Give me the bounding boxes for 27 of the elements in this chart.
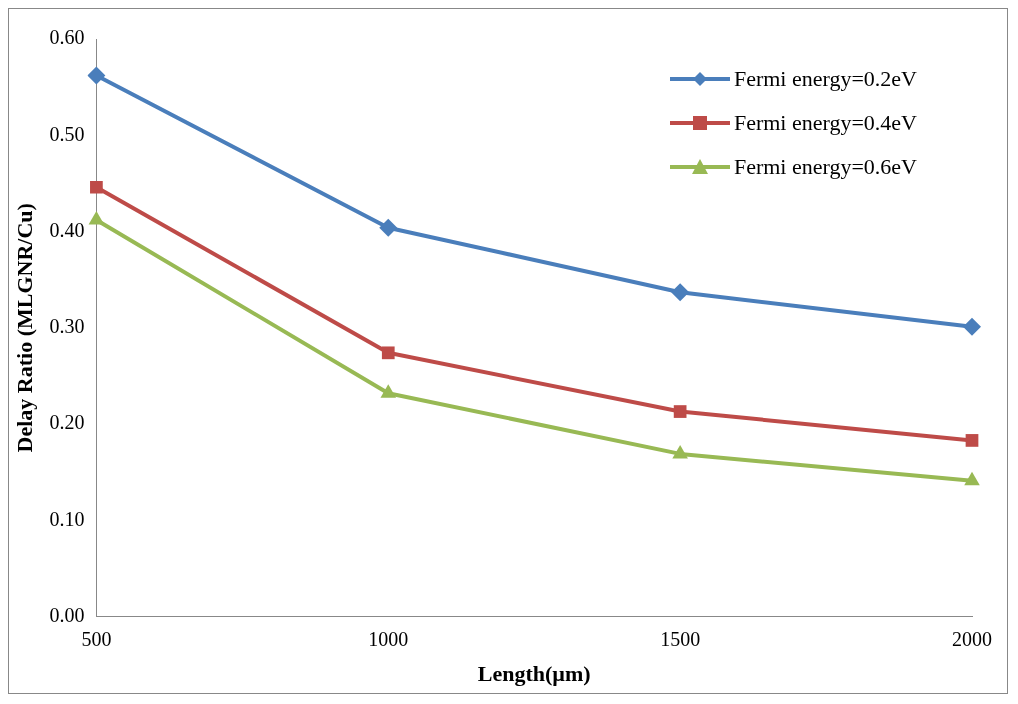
legend-label: Fermi energy=0.2eV	[733, 66, 917, 92]
point	[965, 434, 979, 447]
point	[673, 405, 687, 418]
point	[964, 471, 980, 486]
y-tick-label: 0.40	[49, 218, 85, 241]
y-tick-label: 0.60	[49, 26, 85, 49]
y-axis-title: Delay Ratio (MLGNR/Cu)	[11, 203, 37, 453]
point	[381, 346, 395, 360]
legend-label: Fermi energy=0.4eV	[733, 110, 917, 136]
x-tick-label: 1000	[368, 627, 409, 650]
point	[380, 384, 397, 398]
y-tick-label: 0.30	[49, 315, 85, 338]
point	[963, 317, 981, 336]
y-tick-label: 0.00	[49, 603, 85, 626]
y-tick-label: 0.20	[49, 411, 85, 434]
y-tick-label: 0.50	[49, 122, 85, 145]
x-tick-label: 500	[81, 627, 112, 650]
point	[90, 180, 103, 194]
legend-label: Fermi energy=0.6eV	[733, 154, 917, 180]
x-tick-label: 2000	[952, 627, 992, 650]
point	[87, 66, 106, 85]
point	[671, 283, 690, 302]
point	[379, 218, 398, 237]
point	[672, 444, 688, 459]
x-tick-label: 1500	[660, 627, 701, 650]
x-axis-title: Length(µm)	[477, 661, 591, 687]
y-tick-label: 0.10	[49, 507, 85, 530]
